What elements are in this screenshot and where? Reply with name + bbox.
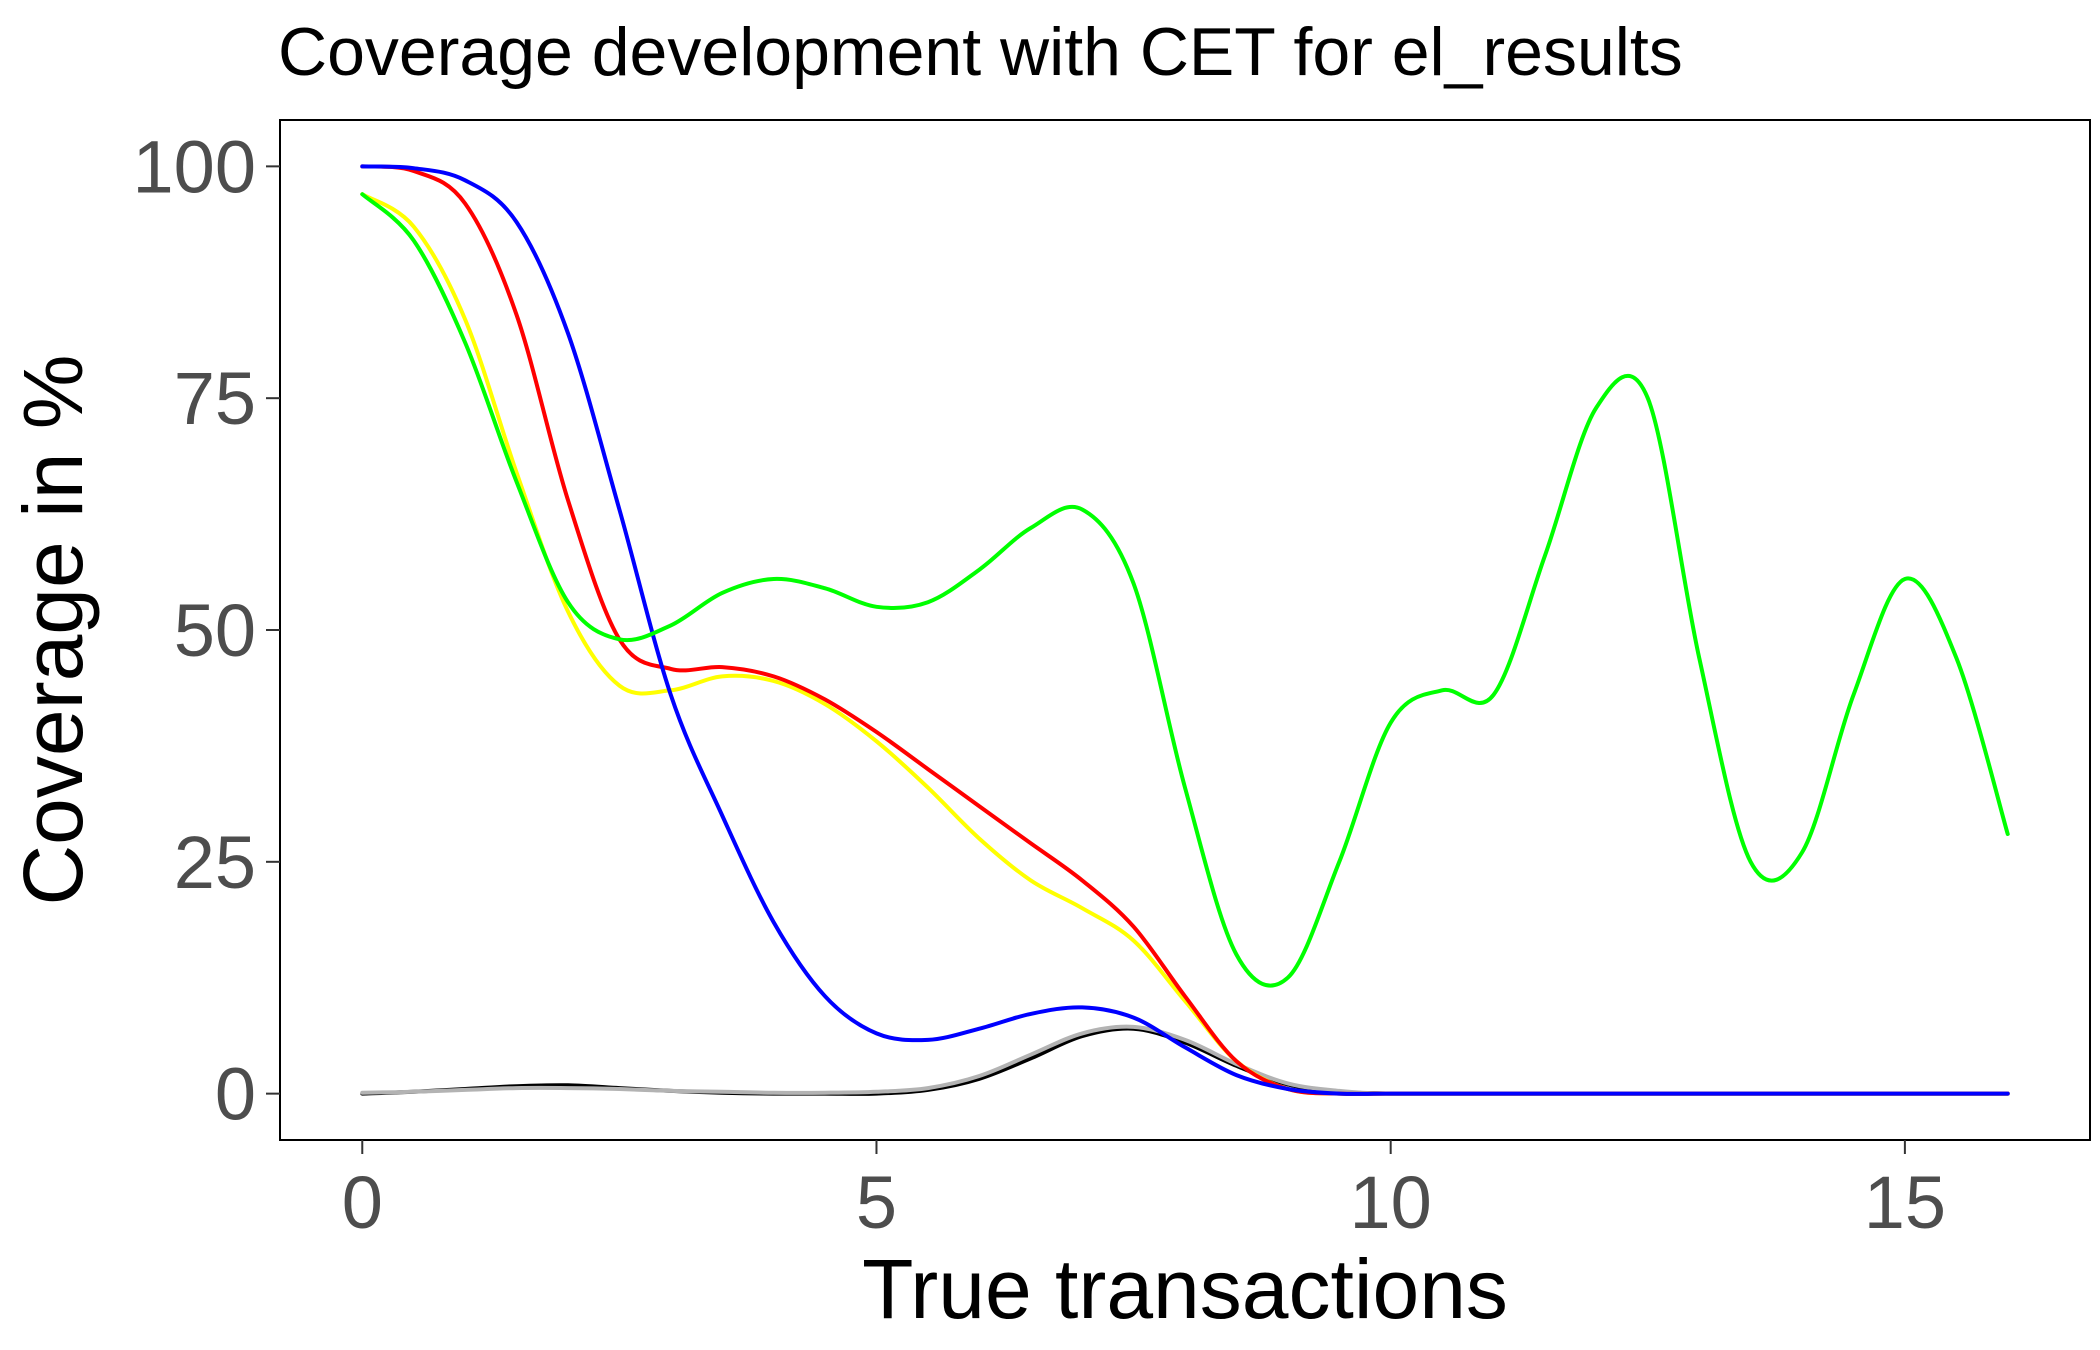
x-tick-label: 0 [342, 1161, 383, 1244]
y-axis-title: Coverage in % [6, 355, 100, 906]
x-tick-label: 5 [856, 1161, 897, 1244]
chart-title: Coverage development with CET for el_res… [278, 14, 1683, 90]
series-line-5 [360, 164, 2010, 1096]
y-tick-label: 25 [174, 821, 256, 904]
series-line-6 [360, 192, 2010, 988]
y-tick-label: 100 [133, 125, 256, 208]
series-layer [360, 164, 2010, 1096]
x-tick-label: 10 [1350, 1161, 1432, 1244]
x-axis: 0 5 10 15 [342, 1140, 1946, 1244]
x-tick-label: 15 [1864, 1161, 1946, 1244]
y-tick-label: 0 [215, 1053, 256, 1136]
x-axis-title: True transactions [862, 1242, 1508, 1336]
y-axis: 0 25 50 75 100 [133, 125, 280, 1136]
y-tick-label: 75 [174, 357, 256, 440]
y-tick-label: 50 [174, 589, 256, 672]
